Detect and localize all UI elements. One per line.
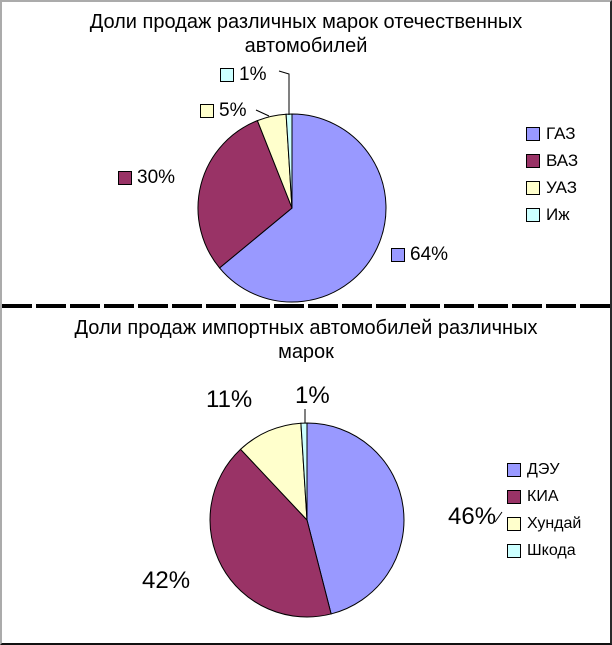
legend-key-icon [118, 171, 132, 185]
data-label-text: 46% [448, 503, 497, 530]
pie2-slice-1 [209, 448, 332, 618]
legend-key-icon [507, 489, 521, 504]
legend-item-label: Шкода [527, 541, 576, 559]
data-label-text: 42% [142, 567, 191, 594]
imported-cars-chart: Доли продаж импортных автомобилей различ… [2, 309, 610, 643]
pie2-data-label-3: 1% [295, 382, 330, 410]
legend-key-icon [507, 462, 521, 477]
legend-key-icon [526, 207, 540, 222]
chart-title-imported: Доли продаж импортных автомобилей различ… [2, 316, 610, 364]
chart-title-line: Доли продаж различных марок отечественны… [89, 11, 523, 33]
domestic-cars-chart: Доли продаж различных марок отечественны… [2, 2, 610, 304]
legend-item-label: ГАЗ [546, 123, 576, 143]
legend2-item-2: Хундай [507, 510, 581, 537]
data-label-text: 30% [137, 167, 176, 188]
legend-key-icon [220, 68, 234, 82]
legend-imported: ДЭУ КИА Хундай Шкода [507, 456, 581, 564]
pie1-leader-line-0 [278, 70, 290, 115]
legend-domestic: ГАЗ ВАЗ УАЗ Иж [526, 120, 578, 228]
pie2-slice-2 [239, 422, 308, 522]
divider-line [2, 304, 610, 308]
pie1-data-label-3: 1% [220, 64, 266, 86]
pie1-leader-line-1 [255, 109, 270, 117]
legend-key-icon [526, 180, 540, 195]
data-label-text: 11% [206, 386, 253, 413]
legend-item-label: УАЗ [546, 177, 578, 197]
pie1-data-label-2: 5% [200, 100, 246, 122]
chart-title-line: Доли продаж импортных автомобилей различ… [74, 317, 538, 339]
legend-key-icon [391, 248, 405, 262]
legend1-item-0: ГАЗ [526, 120, 578, 147]
data-label-text: 1% [239, 64, 267, 85]
pie-chart-domestic [197, 70, 387, 303]
pie2-data-label-0: 46% [448, 503, 496, 531]
pie-chart-imported [209, 409, 503, 618]
legend-item-label: Хундай [527, 514, 582, 532]
legend1-item-1: ВАЗ [526, 147, 578, 174]
legend2-item-1: КИА [507, 483, 581, 510]
chart-title-domestic: Доли продаж различных марок отечественны… [2, 10, 610, 58]
legend-item-label: Иж [546, 204, 570, 224]
legend-item-label: КИА [527, 487, 559, 505]
pie1-data-label-0: 64% [391, 244, 448, 266]
legend2-item-0: ДЭУ [507, 456, 581, 483]
legend2-item-3: Шкода [507, 537, 581, 564]
pie1-slice-1 [197, 119, 293, 269]
data-label-text: 5% [219, 100, 247, 121]
legend-key-icon [507, 516, 521, 531]
pie1-data-label-1: 30% [118, 167, 175, 189]
legend-key-icon [526, 153, 540, 168]
pie2-slice-3 [300, 422, 308, 521]
legend1-item-3: Иж [526, 201, 578, 228]
pie2-data-label-1: 42% [142, 567, 190, 595]
data-label-text: 64% [410, 244, 449, 265]
chart-title-line: автомобилей [244, 35, 368, 57]
pie2-leader-line-1 [494, 511, 503, 523]
data-label-text: 1% [295, 382, 330, 409]
pie2-slice-0 [306, 422, 405, 615]
legend-key-icon [526, 126, 540, 141]
chart-title-line: марок [278, 341, 334, 363]
legend-item-label: ДЭУ [527, 460, 560, 478]
legend-key-icon [200, 104, 214, 118]
legend1-item-2: УАЗ [526, 174, 578, 201]
legend-item-label: ВАЗ [546, 150, 579, 170]
pie1-slice-0 [218, 113, 387, 303]
pie2-data-label-2: 11% [206, 386, 252, 414]
legend-key-icon [507, 543, 521, 558]
